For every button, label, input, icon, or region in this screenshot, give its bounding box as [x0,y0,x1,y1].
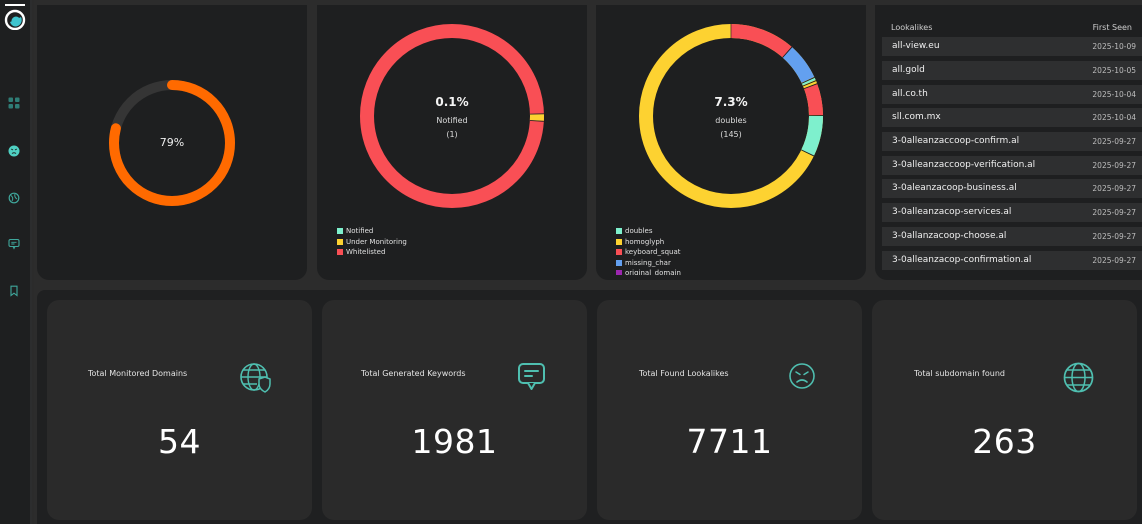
row-domain: 3-0alleanzacop-confirmation.al [892,255,1032,265]
status-donut-chart [360,24,544,208]
type-chart-legend: doubles homoglyph keyboard_squat missing… [616,226,681,275]
row-domain: 3-0allanzacoop-choose.al [892,231,1007,241]
chat-icon [518,363,545,390]
legend-item-whitelisted[interactable]: Whitelisted [337,247,407,258]
row-first-seen: 2025-09-27 [1092,137,1136,146]
row-domain: 3-0alleanzaccoop-verification.al [892,160,1036,170]
stat-value: 1981 [411,422,498,461]
legend-swatch [616,249,622,256]
grid-icon [8,97,20,109]
legend-swatch [616,228,622,235]
stat-card-found-lookalikes[interactable]: Total Found Lookalikes 7711 [597,300,862,520]
table-row[interactable]: 3-0aleanzacoop-business.al 2025-09-27 [882,179,1142,198]
chat-icon [8,238,20,250]
row-first-seen: 2025-09-27 [1092,256,1136,265]
app-logo[interactable] [3,4,27,31]
gauge-chart [109,80,235,206]
row-first-seen: 2025-10-05 [1092,66,1136,75]
row-first-seen: 2025-09-27 [1092,161,1136,170]
stat-card-subdomains[interactable]: Total subdomain found 263 [872,300,1137,520]
table-row[interactable]: 3-0alleanzaccoop-confirm.al 2025-09-27 [882,132,1142,151]
stat-card-generated-keywords[interactable]: Total Generated Keywords 1981 [322,300,587,520]
legend-item-missing-char[interactable]: missing_char [616,258,681,269]
stat-label: Total Monitored Domains [88,369,188,378]
legend-item-homoglyph[interactable]: homoglyph [616,237,681,248]
lookalikes-table-card: Lookalikes First Seen all-view.eu 2025-1… [875,5,1142,280]
row-domain: all.co.th [892,89,928,99]
table-row[interactable]: 3-0alleanzaccoop-verification.al 2025-09… [882,156,1142,175]
sidebar-item-dashboard[interactable] [7,96,21,110]
table-row[interactable]: 3-0allanzacoop-choose.al 2025-09-27 [882,227,1142,246]
table-row[interactable]: 3-0alleanzacop-services.al 2025-09-27 [882,203,1142,222]
legend-item-notified[interactable]: Notified [337,226,407,237]
stat-label: Total subdomain found [914,369,1005,378]
legend-swatch [616,259,622,266]
type-donut-chart [639,24,823,208]
status-chart-card: 0.1% Notified (1) Notified Under Monitor… [317,5,587,280]
row-first-seen: 2025-09-27 [1092,184,1136,193]
main-content: 79% 0.1% Notified (1) Notified [34,0,1142,524]
globe-icon [8,192,20,204]
bookmark-icon [10,285,18,297]
legend-item-under-monitoring[interactable]: Under Monitoring [337,237,407,248]
row-domain: all-view.eu [892,41,940,51]
angry-face-icon [789,363,815,389]
status-chart-center: 0.1% Notified (1) [435,95,469,139]
legend-swatch [337,249,343,256]
column-header-lookalikes[interactable]: Lookalikes [891,23,933,32]
sidebar-item-keywords[interactable] [7,237,21,251]
type-chart-center: 7.3% doubles (145) [714,95,748,139]
row-domain: 3-0alleanzaccoop-confirm.al [892,136,1020,146]
row-first-seen: 2025-09-27 [1092,232,1136,241]
stat-value: 7711 [686,422,773,461]
column-header-first-seen[interactable]: First Seen [1092,23,1132,32]
legend-swatch [616,238,622,245]
row-domain: sll.com.mx [892,112,941,122]
table-row[interactable]: 3-0alleanzacop-confirmation.al 2025-09-2… [882,251,1142,270]
row-first-seen: 2025-10-04 [1092,90,1136,99]
row-domain: 3-0aleanzacoop-business.al [892,183,1017,193]
table-row[interactable]: all.co.th 2025-10-04 [882,85,1142,104]
legend-swatch [337,238,343,245]
row-first-seen: 2025-10-04 [1092,113,1136,122]
status-chart-legend: Notified Under Monitoring Whitelisted [337,226,407,258]
gauge-value: 79% [159,136,185,149]
legend-item-original-domain[interactable]: original_domain [616,268,681,275]
legend-swatch [337,228,343,235]
sidebar-item-bookmarks[interactable] [7,284,21,298]
sidebar-item-lookalikes[interactable] [7,144,21,158]
sidebar-item-domains[interactable] [7,191,21,205]
stat-label: Total Found Lookalikes [639,369,729,378]
stat-label: Total Generated Keywords [361,369,466,378]
legend-item-keyboard-squat[interactable]: keyboard_squat [616,247,681,258]
row-domain: 3-0alleanzacop-services.al [892,207,1012,217]
table-row[interactable]: all.gold 2025-10-05 [882,61,1142,80]
stat-card-monitored-domains[interactable]: Total Monitored Domains 54 [47,300,312,520]
type-chart-card: 7.3% doubles (145) doubles homoglyph key… [596,5,866,280]
globe-icon [1063,362,1094,393]
stat-value: 54 [158,422,201,461]
table-row[interactable]: all-view.eu 2025-10-09 [882,37,1142,56]
angry-face-icon [8,145,20,157]
stats-section: Total Monitored Domains 54 Total Generat… [37,290,1142,524]
row-first-seen: 2025-10-09 [1092,42,1136,51]
gauge-card: 79% [37,5,307,280]
legend-item-doubles[interactable]: doubles [616,226,681,237]
table-row[interactable]: sll.com.mx 2025-10-04 [882,108,1142,127]
row-domain: all.gold [892,65,925,75]
sidebar [0,0,32,524]
stat-value: 263 [972,422,1037,461]
globe-shield-icon [240,363,271,393]
row-first-seen: 2025-09-27 [1092,208,1136,217]
legend-swatch [616,270,622,275]
